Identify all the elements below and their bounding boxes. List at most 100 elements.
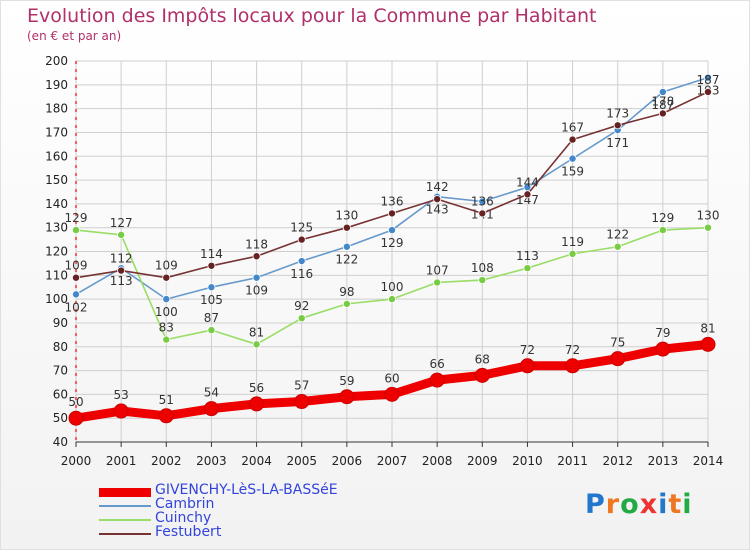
data-point (704, 73, 713, 82)
data-label: 66 (430, 357, 445, 371)
data-label: 75 (610, 336, 625, 350)
data-point (117, 266, 126, 275)
data-label: 112 (110, 252, 133, 266)
data-point (387, 295, 396, 304)
data-point (519, 358, 535, 374)
data-label: 142 (426, 180, 449, 194)
data-label: 57 (294, 379, 309, 393)
data-point (568, 154, 577, 163)
logo-letter: x (639, 489, 659, 520)
y-tick-label: 200 (45, 54, 68, 68)
data-point (72, 290, 81, 299)
data-label: 54 (204, 386, 219, 400)
data-point (433, 195, 442, 204)
x-tick-label: 2000 (61, 454, 92, 468)
data-label: 129 (65, 211, 88, 225)
data-point (252, 252, 261, 261)
data-point (207, 261, 216, 270)
data-point (162, 295, 171, 304)
logo-letter: o (620, 489, 640, 520)
legend-label: Cambrin (155, 496, 215, 512)
data-label: 59 (339, 374, 354, 388)
x-tick-label: 2006 (332, 454, 363, 468)
data-point (113, 403, 129, 419)
y-tick-label: 110 (45, 268, 68, 282)
data-point (478, 209, 487, 218)
x-tick-label: 2001 (106, 454, 137, 468)
data-label: 144 (516, 175, 539, 189)
data-label: 56 (249, 381, 264, 395)
data-point (342, 223, 351, 232)
x-tick-label: 2013 (648, 454, 679, 468)
data-label: 87 (204, 311, 219, 325)
x-tick-label: 2011 (557, 454, 588, 468)
data-point (158, 408, 174, 424)
data-label: 79 (655, 326, 670, 340)
data-label: 130 (335, 209, 358, 223)
data-point (162, 335, 171, 344)
logo-letter: i (658, 489, 669, 520)
data-point (294, 394, 310, 410)
data-label: 102 (65, 300, 88, 314)
logo-letter: i (682, 489, 693, 520)
data-label: 116 (290, 267, 313, 281)
data-point (162, 273, 171, 282)
y-tick-label: 150 (45, 173, 68, 187)
data-label: 178 (651, 94, 674, 108)
data-point (568, 135, 577, 144)
data-label: 53 (114, 388, 129, 402)
data-label: 113 (516, 249, 539, 263)
data-point (613, 242, 622, 251)
data-point (478, 197, 487, 206)
data-point (384, 386, 400, 402)
x-tick-label: 2014 (693, 454, 724, 468)
data-point (207, 283, 216, 292)
data-label: 159 (561, 165, 584, 179)
x-tick-label: 2007 (377, 454, 408, 468)
data-point (655, 341, 671, 357)
data-point (297, 314, 306, 323)
data-label: 109 (65, 259, 88, 273)
data-point (658, 109, 667, 118)
data-point (387, 209, 396, 218)
data-point (297, 235, 306, 244)
data-label: 118 (245, 237, 268, 251)
legend-label: GIVENCHY-LèS-LA-BASSéE (155, 482, 338, 498)
x-tick-label: 2009 (467, 454, 498, 468)
data-label: 108 (471, 261, 494, 275)
data-point (342, 242, 351, 251)
legend-label: Cuinchy (155, 510, 212, 526)
data-point (339, 389, 355, 405)
x-tick-label: 2005 (286, 454, 317, 468)
data-label: 105 (200, 293, 223, 307)
data-label: 129 (381, 236, 404, 250)
y-tick-label: 70 (53, 364, 68, 378)
data-label: 51 (159, 393, 174, 407)
data-label: 109 (245, 284, 268, 298)
data-label: 127 (110, 216, 133, 230)
data-point (658, 87, 667, 96)
y-tick-label: 120 (45, 245, 68, 259)
logo-letter: r (605, 489, 621, 520)
chart-title: Evolution des Impôts locaux pour la Comm… (27, 5, 597, 27)
data-point (72, 273, 81, 282)
data-label: 83 (159, 321, 174, 335)
data-point (342, 299, 351, 308)
legend-swatch (99, 519, 151, 521)
y-tick-label: 170 (45, 125, 68, 139)
data-point (658, 226, 667, 235)
data-label: 72 (565, 343, 580, 357)
data-label: 72 (520, 343, 535, 357)
y-tick-label: 190 (45, 78, 68, 92)
y-tick-label: 130 (45, 221, 68, 235)
y-tick-label: 60 (53, 387, 68, 401)
legend-swatch (99, 505, 151, 507)
legend-swatch (99, 488, 151, 497)
data-label: 81 (249, 325, 264, 339)
data-point (568, 249, 577, 258)
data-point (704, 87, 713, 96)
x-tick-label: 2004 (241, 454, 272, 468)
data-label: 171 (606, 136, 629, 150)
